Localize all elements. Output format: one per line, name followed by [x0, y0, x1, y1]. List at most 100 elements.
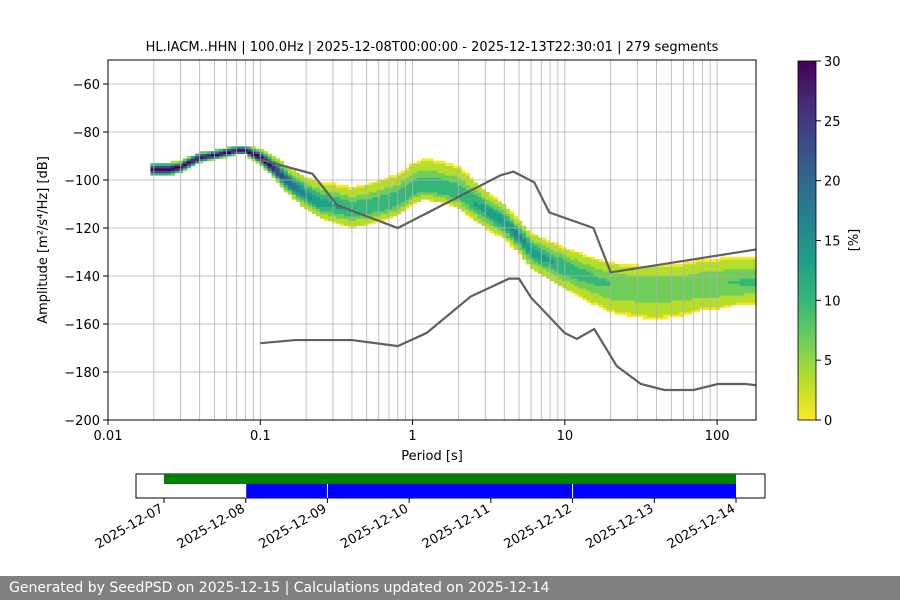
heatmap-cell: [299, 175, 305, 178]
heatmap-cell: [618, 302, 624, 306]
heatmap-cell: [602, 271, 608, 274]
heatmap-cell: [663, 268, 668, 272]
heatmap-cell: [247, 146, 252, 150]
heatmap-cell: [715, 297, 721, 301]
heatmap-cell: [150, 168, 155, 171]
heatmap-cell: [598, 288, 603, 291]
heatmap-cell: [578, 252, 583, 255]
heatmap-cell: [715, 268, 721, 272]
heatmap-cell: [336, 199, 341, 202]
heatmap-cell: [336, 187, 341, 190]
heatmap-cell: [190, 158, 196, 162]
heatmap-cell: [558, 276, 563, 279]
heatmap-cell: [299, 187, 305, 190]
heatmap-cell: [550, 278, 555, 282]
heatmap-cell: [299, 180, 305, 183]
heatmap-cell: [315, 204, 321, 207]
heatmap-cell: [489, 206, 494, 210]
heatmap-cell: [429, 165, 434, 169]
heatmap-cell: [667, 278, 672, 282]
heatmap-cell: [348, 201, 353, 205]
heatmap-cell: [320, 199, 325, 202]
heatmap-cell: [336, 196, 341, 200]
heatmap-cell: [441, 201, 446, 205]
heatmap-cell: [235, 151, 240, 154]
heatmap-cell: [420, 189, 426, 193]
heatmap-cell: [368, 213, 373, 217]
heatmap-cell: [465, 172, 470, 176]
heatmap-cell: [602, 266, 608, 270]
heatmap-cell: [550, 252, 555, 255]
heatmap-cell: [437, 172, 442, 176]
heatmap-cell: [513, 237, 519, 241]
heatmap-cell: [416, 182, 422, 186]
heatmap-cell: [231, 146, 236, 150]
heatmap-cell: [384, 187, 390, 190]
heatmap-cell: [412, 199, 418, 202]
heatmap-cell: [299, 199, 305, 202]
heatmap-cell: [315, 187, 321, 190]
heatmap-cell: [400, 204, 406, 207]
heatmap-cell: [558, 264, 563, 267]
heatmap-cell: [392, 184, 398, 188]
heatmap-cell: [554, 266, 559, 270]
heatmap-cell: [469, 196, 474, 200]
heatmap-cell: [687, 302, 692, 306]
heatmap-cell: [368, 206, 373, 210]
heatmap-cell: [533, 240, 539, 243]
heatmap-cell: [457, 192, 462, 195]
heatmap-cell: [223, 156, 228, 159]
heatmap-cell: [558, 266, 563, 270]
heatmap-cell: [340, 196, 345, 200]
heatmap-cell: [538, 259, 543, 262]
heatmap-cell: [348, 187, 353, 190]
heatmap-cell: [392, 206, 398, 210]
heatmap-cell: [747, 300, 753, 303]
heatmap-cell: [275, 177, 281, 181]
heatmap-cell: [602, 280, 608, 284]
heatmap-cell: [747, 302, 753, 306]
heatmap-cell: [372, 204, 377, 207]
heatmap-cell: [509, 223, 515, 226]
heatmap-cell: [525, 232, 531, 236]
heatmap-cell: [727, 290, 733, 294]
heatmap-cell: [424, 175, 430, 178]
heatmap-cell: [194, 158, 200, 162]
heatmap-cell: [219, 151, 224, 154]
heatmap-cell: [550, 244, 555, 248]
heatmap-cell: [150, 170, 155, 174]
heatmap-cell: [509, 237, 515, 241]
heatmap-cell: [485, 196, 490, 200]
heatmap-cell: [582, 268, 587, 272]
heatmap-cell: [477, 218, 482, 222]
heatmap-cell: [433, 196, 438, 200]
heatmap-cell: [315, 196, 321, 200]
heatmap-cell: [190, 160, 196, 164]
heatmap-cell: [622, 300, 628, 303]
heatmap-cell: [408, 192, 414, 195]
heatmap-cell: [630, 288, 636, 291]
heatmap-cell: [344, 216, 349, 219]
heatmap-cell: [356, 206, 361, 210]
heatmap-cell: [679, 271, 684, 274]
heatmap-cell: [703, 283, 708, 286]
heatmap-cell: [671, 276, 676, 279]
heatmap-cell: [324, 204, 329, 207]
heatmap-cell: [481, 220, 486, 224]
heatmap-cell: [348, 216, 353, 219]
heatmap-cell: [283, 177, 289, 181]
heatmap-cell: [360, 192, 365, 195]
heatmap-cell: [340, 189, 345, 193]
heatmap-cell: [743, 273, 749, 277]
heatmap-cell: [566, 276, 571, 279]
heatmap-cell: [416, 160, 422, 164]
heatmap-cell: [683, 273, 688, 277]
heatmap-cell: [594, 297, 599, 301]
heatmap-cell: [566, 285, 571, 289]
heatmap-cell: [651, 268, 656, 272]
heatmap-cell: [311, 199, 317, 202]
heatmap-cell: [344, 218, 349, 222]
heatmap-cell: [311, 187, 317, 190]
heatmap-cell: [473, 192, 478, 195]
heatmap-cell: [517, 235, 523, 238]
